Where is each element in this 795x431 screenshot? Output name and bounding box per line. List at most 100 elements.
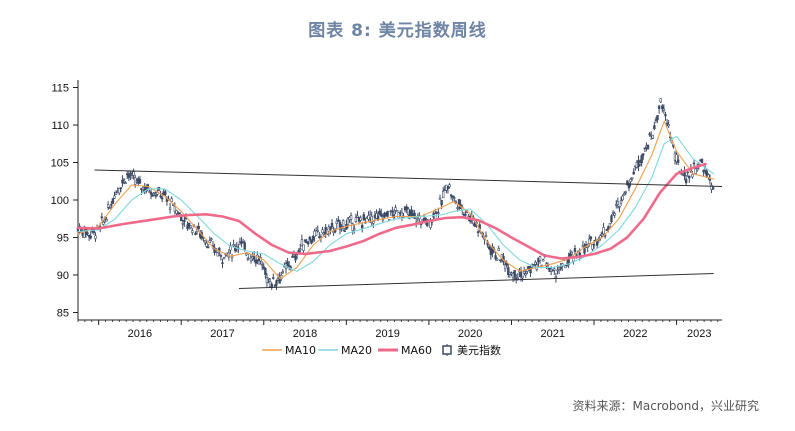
candle-body: [159, 195, 162, 198]
candle-body: [661, 105, 664, 110]
candle-body: [610, 215, 613, 223]
candle-body: [89, 235, 92, 239]
candle-body: [246, 258, 250, 260]
candle-body: [219, 255, 223, 257]
candle-body: [646, 144, 650, 149]
candle-body: [265, 276, 269, 284]
candle-body: [351, 223, 354, 231]
candle-body: [127, 174, 131, 178]
candle-body: [264, 268, 267, 275]
candle-body: [448, 184, 451, 188]
candle-body: [299, 248, 302, 251]
candle-body: [378, 210, 381, 214]
candle-body: [656, 115, 659, 120]
candle-body: [361, 224, 364, 229]
candle-body: [686, 171, 689, 174]
candle-body: [330, 222, 334, 227]
candle-body: [556, 269, 559, 272]
candle-body: [105, 219, 108, 222]
candle-body: [700, 158, 704, 164]
candle-body: [484, 235, 488, 237]
candle-body: [187, 222, 191, 227]
candle-body: [632, 171, 635, 175]
candle-body: [197, 226, 200, 230]
candle-body: [100, 216, 104, 219]
candle-body: [243, 242, 246, 250]
candle-body: [175, 210, 178, 214]
candle-body: [564, 265, 567, 269]
candle-body: [194, 232, 197, 236]
candle-body: [341, 220, 345, 227]
candle-body: [521, 275, 524, 279]
candle-body: [391, 210, 394, 213]
candle-body: [86, 232, 89, 234]
candle-body: [102, 221, 105, 225]
candle-body: [516, 277, 520, 280]
candle-body: [602, 227, 605, 235]
candle-body: [164, 191, 167, 195]
legend-label-ma20: MA20: [341, 344, 372, 357]
candle-body: [440, 200, 443, 206]
candle-body: [314, 230, 318, 236]
y-tick-label: 85: [57, 308, 69, 320]
candle-body: [581, 245, 585, 248]
candle-body: [262, 266, 265, 269]
candle-body: [108, 207, 111, 209]
candle-body: [329, 226, 332, 230]
candle-body: [222, 257, 226, 260]
candle-body: [111, 198, 115, 204]
candle-body: [394, 207, 397, 211]
candle-body: [626, 180, 629, 186]
candle-body: [553, 268, 556, 271]
candle-body: [629, 178, 632, 182]
candle-body: [311, 235, 315, 241]
candle-body: [353, 228, 356, 231]
candle-body: [191, 230, 194, 233]
candle-body: [711, 187, 715, 190]
candle-body: [457, 199, 461, 206]
candle-body: [608, 223, 612, 228]
candle-body: [208, 240, 211, 243]
candle-body: [708, 179, 712, 181]
x-tick-label: 2017: [210, 328, 234, 340]
candle-body: [446, 186, 450, 189]
x-tick-label: 2022: [623, 328, 647, 340]
candle-body: [272, 277, 275, 279]
candle-body: [278, 276, 281, 284]
x-tick-label: 2021: [541, 328, 565, 340]
candle-body: [630, 177, 634, 180]
y-tick-label: 100: [51, 195, 69, 207]
candle-body: [338, 221, 342, 230]
candle-body: [181, 222, 184, 225]
candle-body: [583, 246, 586, 254]
candle-body: [654, 119, 658, 121]
y-tick-label: 90: [57, 270, 69, 282]
candle-body: [588, 238, 591, 244]
candle-body: [149, 191, 153, 195]
candle-body: [94, 235, 97, 239]
candle-body: [684, 178, 688, 184]
candle-body: [122, 178, 126, 181]
candle-body: [370, 215, 373, 223]
candle-body: [507, 267, 510, 276]
candle-body: [619, 200, 623, 204]
candle-body: [692, 162, 696, 165]
candle-body: [386, 210, 389, 217]
candle-body: [532, 264, 535, 266]
series-lines-group: [76, 120, 723, 289]
candle-body: [570, 251, 573, 255]
candle-body: [538, 256, 542, 261]
candle-body: [513, 270, 516, 278]
series-line-ma20: [77, 135, 715, 272]
candle-body: [183, 220, 186, 222]
candle-body: [79, 229, 83, 231]
candle-body: [316, 230, 319, 232]
candle-body: [694, 168, 697, 174]
candle-body: [180, 217, 183, 222]
candle-body: [642, 153, 645, 156]
candle-body: [349, 215, 353, 220]
candle-body: [522, 270, 526, 274]
candle-body: [302, 244, 305, 251]
axes-group: 85 90 95 100 105 110 115 2016 2017 2018 2019 2020 20…: [51, 80, 722, 340]
